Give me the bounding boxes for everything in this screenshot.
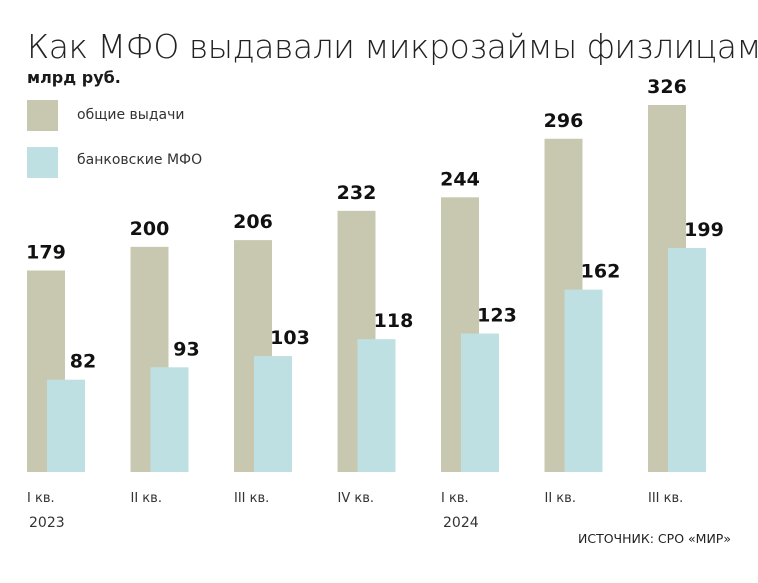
- year-label: 2023: [29, 515, 65, 531]
- legend-label-bank: банковские МФО: [77, 152, 203, 168]
- x-tick-label: IV кв.: [338, 491, 375, 506]
- bar-bank-mfo: [47, 379, 85, 472]
- unit-label: млрд руб.: [27, 68, 121, 87]
- data-label-bank-mfo: 199: [684, 219, 724, 241]
- x-tick-label: I кв.: [27, 491, 55, 506]
- data-label-bank-mfo: 162: [581, 261, 621, 283]
- bar-bank-mfo: [357, 339, 396, 472]
- data-label-bank-mfo: 118: [374, 310, 414, 332]
- data-label-total: 326: [647, 76, 687, 98]
- chart-title: Как МФО выдавали микрозаймы физлицам: [27, 27, 758, 66]
- data-label-total: 244: [440, 168, 480, 190]
- bar-bank-mfo: [564, 289, 603, 472]
- bar-bank-mfo: [254, 356, 292, 472]
- legend-label-total: общие выдачи: [77, 107, 185, 123]
- source-note: ИСТОЧНИК: СРО «МИР»: [578, 531, 731, 546]
- data-label-bank-mfo: 93: [173, 338, 199, 360]
- data-label-bank-mfo: 123: [477, 305, 517, 327]
- data-label-total: 179: [26, 241, 66, 263]
- x-tick-label: III кв.: [234, 491, 269, 506]
- legend-swatch-total: [27, 100, 58, 131]
- bar-bank-mfo: [668, 247, 706, 472]
- bar-bank-mfo: [461, 333, 499, 472]
- data-label-total: 206: [233, 211, 273, 233]
- data-label-bank-mfo: 82: [70, 351, 96, 373]
- data-label-total: 232: [337, 182, 377, 204]
- x-tick-label: I кв.: [441, 491, 469, 506]
- data-label-total: 296: [544, 110, 584, 132]
- x-tick-label: II кв.: [545, 491, 576, 506]
- year-label: 2024: [443, 515, 479, 531]
- data-label-bank-mfo: 103: [270, 327, 310, 349]
- data-label-total: 200: [130, 218, 170, 240]
- legend-swatch-bank: [27, 147, 58, 178]
- x-tick-label: II кв.: [131, 491, 162, 506]
- bar-bank-mfo: [150, 367, 189, 472]
- x-tick-label: III кв.: [648, 491, 683, 506]
